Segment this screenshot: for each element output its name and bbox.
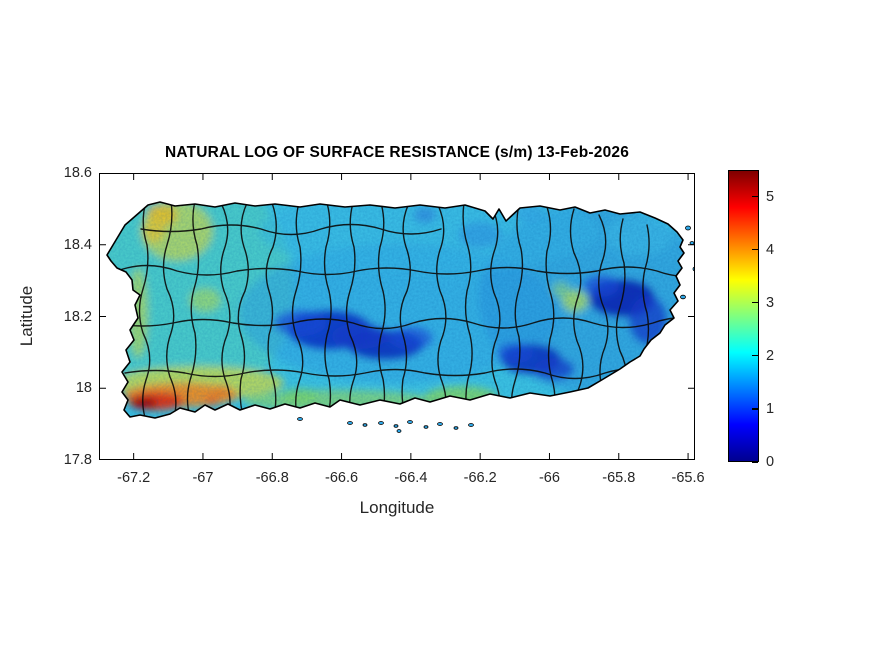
x-tick-label: -66.8 [255,470,289,486]
y-tick-label: 18.6 [63,165,92,181]
y-tick-label: 18.2 [63,308,92,325]
x-tick-label: -67.2 [117,470,151,486]
x-tick-label: -66.4 [394,470,428,486]
municipality-boundaries [112,202,684,418]
colorbar-tick-label: 4 [766,241,775,258]
x-tick-label: -65.6 [671,470,705,486]
y-axis-label: Latitude [17,285,36,347]
chart-title: NATURAL LOG OF SURFACE RESISTANCE (s/m) … [164,144,630,161]
colorbar-tick-label: 0 [766,454,775,470]
axis-ticks [99,173,695,460]
colorbar-tick-label: 3 [766,294,775,311]
colorbar-tick-mark [752,302,758,304]
x-tick-label: -65.8 [602,470,636,486]
colorbar-tick-label: 5 [766,188,775,205]
y-tick-label: 18 [75,380,92,397]
colorbar-tick-label: 1 [766,400,775,417]
offshore-cays [297,225,695,433]
y-tick-label: 17.8 [63,452,92,468]
x-tick-label: -66 [538,470,560,486]
colorbar [728,170,759,462]
colorbar-tick-label: 2 [766,347,775,364]
x-tick-label: -66.6 [325,470,359,486]
x-axis-label: Longitude [359,498,435,517]
puerto-rico-heatmap [99,173,695,460]
colorbar-tick-mark [752,355,758,357]
colorbar-tick-mark [752,195,758,198]
x-tick-label: -66.2 [463,470,497,486]
colorbar-tick-mark [752,248,758,251]
colorbar-tick-mark [752,408,758,410]
x-tick-label: -67 [192,470,214,486]
colorbar-tick-mark [752,461,758,463]
noise-texture [107,202,684,418]
y-tick-label: 18.4 [63,236,92,253]
